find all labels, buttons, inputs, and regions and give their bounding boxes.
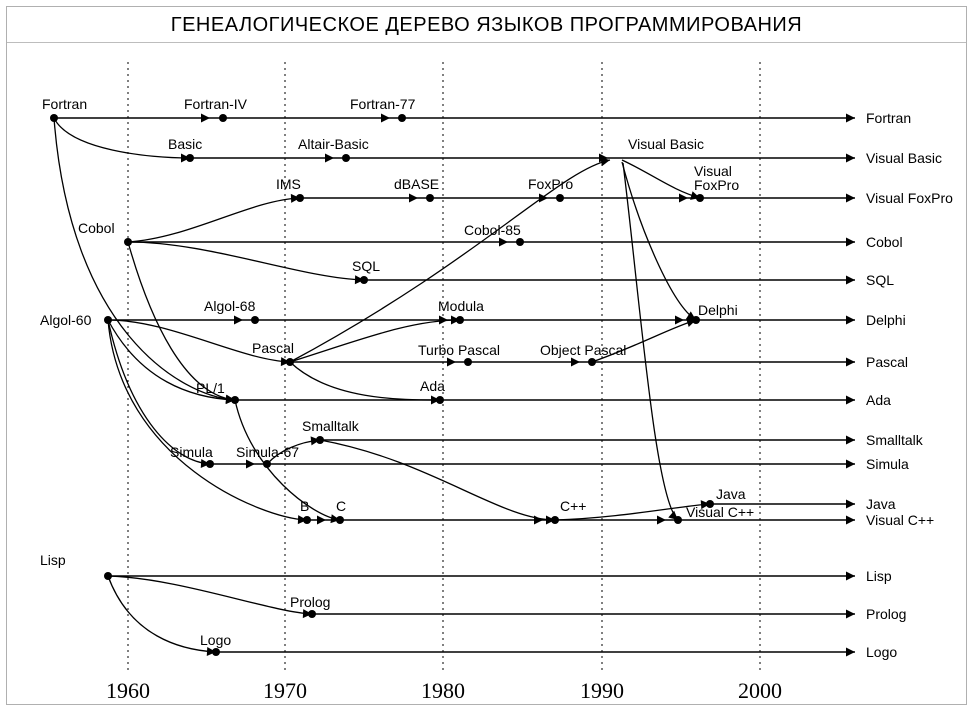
row-label: Ada <box>866 392 891 408</box>
decade-label: 1980 <box>421 678 465 704</box>
row-label: Visual FoxPro <box>866 190 953 206</box>
node-label: Modula <box>438 298 484 314</box>
node-label: Pascal <box>252 340 294 356</box>
node-label: Altair-Basic <box>298 136 369 152</box>
node-label: Algol-68 <box>204 298 255 314</box>
row-label: Logo <box>866 644 897 660</box>
decade-label: 1970 <box>263 678 307 704</box>
decade-label: 1990 <box>580 678 624 704</box>
node-label: IMS <box>276 176 301 192</box>
node-label: Cobol-85 <box>464 222 521 238</box>
node-label: Delphi <box>698 302 738 318</box>
row-label: Lisp <box>866 568 892 584</box>
row-label: Simula <box>866 456 909 472</box>
node-label: C++ <box>560 498 586 514</box>
node-label: Object Pascal <box>540 342 626 358</box>
node-label: Prolog <box>290 594 330 610</box>
row-label: Prolog <box>866 606 906 622</box>
node-label: Fortran <box>42 96 87 112</box>
node-label: FoxPro <box>528 176 573 192</box>
node-label: Algol-60 <box>40 312 91 328</box>
node-label: Java <box>716 486 746 502</box>
row-label: Cobol <box>866 234 903 250</box>
row-label: Visual Basic <box>866 150 942 166</box>
node-label: B <box>300 498 309 514</box>
row-label: Visual C++ <box>866 512 934 528</box>
row-label: Java <box>866 496 896 512</box>
row-label: Delphi <box>866 312 906 328</box>
node-label: Fortran-77 <box>350 96 415 112</box>
node-label: SQL <box>352 258 380 274</box>
node-label: Logo <box>200 632 231 648</box>
decade-label: 2000 <box>738 678 782 704</box>
node-label: C <box>336 498 346 514</box>
node-label: VisualFoxPro <box>694 164 739 192</box>
row-label: Smalltalk <box>866 432 923 448</box>
row-label: SQL <box>866 272 894 288</box>
node-label: Visual C++ <box>686 504 754 520</box>
decade-label: 1960 <box>106 678 150 704</box>
node-label: Fortran-IV <box>184 96 247 112</box>
row-label: Fortran <box>866 110 911 126</box>
node-label: Basic <box>168 136 202 152</box>
node-label: Visual Basic <box>628 136 704 152</box>
node-label: Lisp <box>40 552 66 568</box>
diagram-frame: ГЕНЕАЛОГИЧЕСКОЕ ДЕРЕВО ЯЗЫКОВ ПРОГРАММИР… <box>0 0 973 711</box>
node-label: dBASE <box>394 176 439 192</box>
node-label: Simula <box>170 444 213 460</box>
node-label: Simula-67 <box>236 444 299 460</box>
node-label: Ada <box>420 378 445 394</box>
node-label: Turbo Pascal <box>418 342 500 358</box>
node-label: Cobol <box>78 220 115 236</box>
row-label: Pascal <box>866 354 908 370</box>
node-label: Smalltalk <box>302 418 359 434</box>
node-label: PL/1 <box>196 380 225 396</box>
